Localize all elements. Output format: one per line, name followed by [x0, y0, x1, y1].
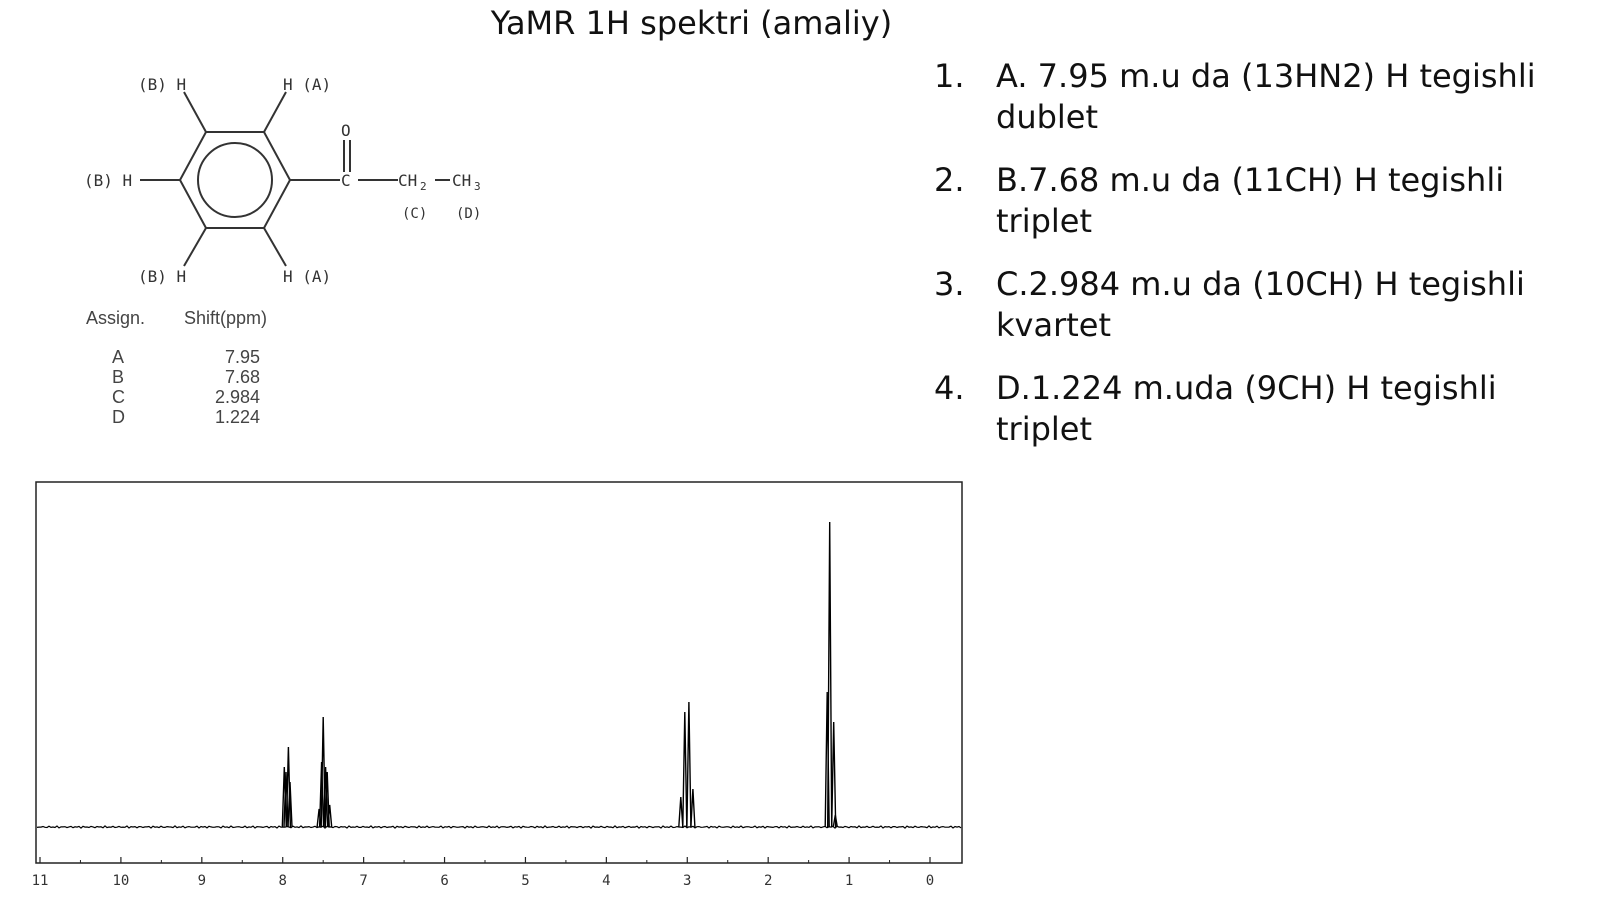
assignment-row: A 7.95 [112, 347, 267, 367]
shift-header: Shift(ppm) [184, 308, 268, 328]
list-item: 4. D.1.224 m.uda (9CH) H tegishli triplet [934, 368, 1574, 450]
list-item-number: 2. [934, 161, 965, 199]
oxygen-label: O [341, 121, 351, 140]
spectrum-peak [324, 771, 330, 828]
spectrum-peak [690, 788, 696, 828]
spectrum-peak [322, 766, 329, 828]
list-item: 1. A. 7.95 m.u da (13HN2) H tegishli dubl… [934, 56, 1574, 138]
list-item-number: 3. [934, 265, 965, 303]
list-item-text: A. 7.95 m.u da (13HN2) H tegishli dublet [996, 57, 1536, 136]
list-item-number: 1. [934, 57, 965, 95]
list-item-number: 4. [934, 369, 965, 407]
spectrum-frame [35, 481, 963, 864]
list-item-text: B.7.68 m.u da (11CH) H tegishli triplet [996, 161, 1505, 240]
x-tick-label: 3 [683, 873, 691, 889]
assignment-shift: 7.95 [224, 347, 260, 367]
x-tick-label: 0 [926, 873, 934, 889]
spectrum-peak [318, 761, 325, 828]
x-tick-label: 2 [764, 873, 772, 889]
h-a-top-label: H (A) [283, 75, 331, 94]
spectrum-peak [281, 766, 287, 828]
assignment-letter: B [112, 367, 125, 387]
list-item-text: C.2.984 m.u da (10CH) H tegishli kvartet [996, 265, 1525, 344]
x-tick-label: 11 [32, 873, 48, 889]
spectrum-peak [827, 521, 833, 828]
assignment-letter: C [112, 387, 125, 407]
assignment-letter: D [112, 407, 125, 427]
spectrum-peak [682, 711, 688, 828]
ch3-subscript: 3 [474, 180, 481, 193]
x-tick-label: 4 [602, 873, 610, 889]
assignment-letter: A [112, 347, 125, 367]
ch3-label: CH [452, 171, 471, 190]
spectrum-peak [832, 814, 838, 828]
ch2-label: CH [398, 171, 417, 190]
x-tick-label: 1 [845, 873, 853, 889]
spectrum-peak [287, 781, 293, 828]
assignment-shift: 7.68 [224, 367, 260, 387]
x-tick-label: 5 [521, 873, 529, 889]
x-tick-label: 9 [198, 873, 206, 889]
h-b-left-label: (B) H [84, 171, 132, 190]
h-b-top-label: (B) H [138, 75, 186, 94]
peak-assignment-list: 1. A. 7.95 m.u da (13HN2) H tegishli dubl… [934, 56, 1574, 472]
h-b-bottom-label: (B) H [138, 267, 186, 286]
x-tick-label: 10 [112, 873, 129, 889]
spectrum-peak [678, 796, 684, 828]
spectrum-peak [831, 721, 837, 828]
d-group-label: (D) [456, 206, 481, 222]
x-tick-label: 8 [279, 873, 287, 889]
spectrum-peak [686, 701, 692, 828]
assignment-table: Assign. Shift(ppm) A 7.95 B 7.68 C 2.984 D 1.22… [86, 308, 267, 427]
spectrum-peak [327, 804, 333, 828]
ch2-subscript: 2 [420, 180, 427, 193]
nmr-spectrum: 11 10 9 8 7 6 5 4 3 2 1 0 [32, 481, 963, 889]
c-group-label: (C) [402, 206, 427, 222]
spectrum-baseline [36, 825, 962, 829]
list-item: 2. B.7.68 m.u da (11CH) H tegishli triple… [934, 160, 1574, 242]
list-item: 3. C.2.984 m.u da (10CH) H tegishli kvart… [934, 264, 1574, 346]
list-item-text: D.1.224 m.uda (9CH) H tegishli triplet [996, 369, 1497, 448]
assignment-row: C 2.984 [112, 387, 267, 407]
assignment-shift: 1.224 [214, 407, 260, 427]
x-tick-label: 6 [440, 873, 448, 889]
assign-header: Assign. [86, 308, 146, 328]
h-a-bottom-label: H (A) [283, 267, 331, 286]
assignment-row: D 1.224 [112, 407, 267, 427]
slide-title: YaMR 1H spektri (amaliy) [490, 4, 893, 42]
carbonyl-carbon-label: C [341, 171, 351, 190]
molecule-structure: (B) H H (A) (B) H (B) H H (A) O C CH 2 C… [84, 75, 481, 286]
assignment-shift: 2.984 [214, 387, 260, 407]
assignment-row: B 7.68 [112, 367, 267, 387]
x-tick-label: 7 [359, 873, 367, 889]
